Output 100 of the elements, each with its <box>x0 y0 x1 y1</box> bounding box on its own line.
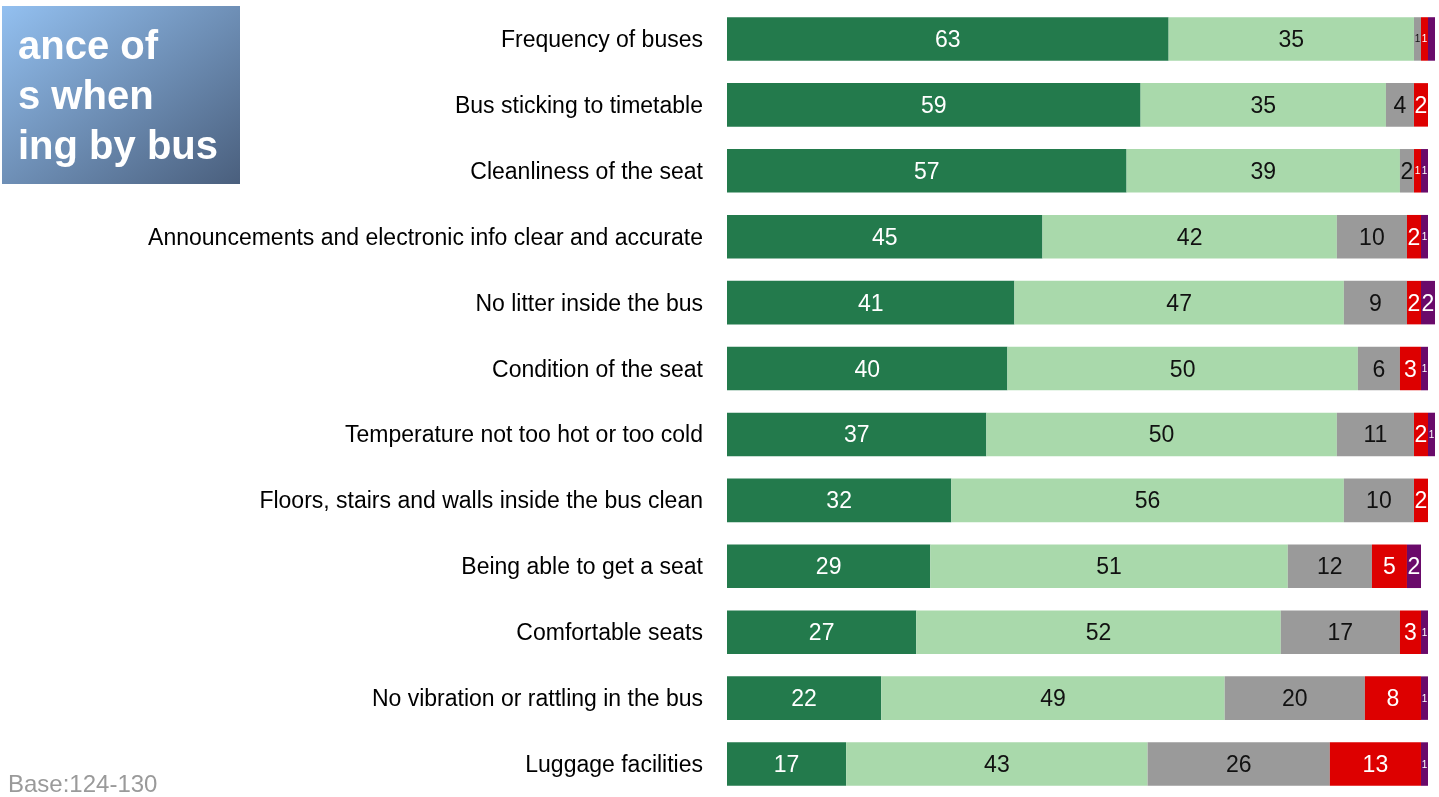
bar <box>930 544 1288 589</box>
y-tick-label: Luggage facilities <box>525 751 703 778</box>
data-label: 2 <box>1407 289 1421 316</box>
y-tick-label: No vibration or rattling in the bus <box>371 685 703 712</box>
data-label: 6 <box>1372 355 1386 382</box>
data-label: 8 <box>1386 685 1400 712</box>
bar <box>727 214 1043 259</box>
bar <box>727 544 931 589</box>
data-label: 1 <box>1421 363 1428 375</box>
y-tick-label: Condition of the seat <box>492 355 704 382</box>
bar <box>916 610 1281 654</box>
data-label: 10 <box>1359 223 1385 250</box>
bar <box>1014 280 1344 325</box>
bar <box>1420 214 1428 259</box>
data-label: 49 <box>1040 685 1066 712</box>
data-label: 50 <box>1169 355 1196 382</box>
data-label: 1 <box>1414 165 1421 177</box>
bar <box>1420 346 1428 391</box>
data-label: 2 <box>1407 553 1421 580</box>
data-label: 2 <box>1407 223 1421 250</box>
data-label: 22 <box>791 685 817 712</box>
y-tick-label: Floors, stairs and walls inside the bus clean <box>259 487 703 514</box>
bar <box>1042 214 1337 259</box>
bar <box>1007 346 1358 391</box>
bar <box>727 280 1015 325</box>
data-label: 47 <box>1166 289 1192 316</box>
data-label: 52 <box>1085 619 1112 646</box>
data-label: 1 <box>1421 626 1428 638</box>
data-label: 13 <box>1362 751 1389 778</box>
data-label: 59 <box>921 91 947 118</box>
data-label: 29 <box>815 553 842 580</box>
bar <box>1287 544 1372 589</box>
data-label: 12 <box>1317 553 1343 580</box>
data-label: 35 <box>1250 91 1277 118</box>
bar <box>1280 610 1400 654</box>
bar <box>881 676 1225 720</box>
data-label: 9 <box>1369 289 1382 316</box>
data-label: 5 <box>1383 553 1396 580</box>
bar <box>727 149 1127 193</box>
bar <box>727 478 952 523</box>
bar <box>1420 17 1428 61</box>
data-label: 42 <box>1176 223 1203 250</box>
bar <box>727 610 917 654</box>
y-tick-label: No litter inside the bus <box>475 289 703 316</box>
data-label: 41 <box>857 289 884 316</box>
text: Base:124-130 <box>8 769 158 797</box>
y-tick-label: Frequency of buses <box>500 25 703 52</box>
bar <box>1140 83 1386 127</box>
data-label: 45 <box>871 223 898 250</box>
y-tick-label: Being able to get a seat <box>461 553 704 580</box>
data-label: 63 <box>935 25 961 52</box>
bar <box>1427 17 1435 61</box>
bar <box>1420 149 1428 193</box>
bar <box>1224 676 1365 720</box>
data-label: 11 <box>1363 421 1388 448</box>
bar <box>1427 412 1435 457</box>
bar <box>986 412 1337 457</box>
bar <box>951 478 1344 523</box>
bar <box>1371 544 1407 589</box>
bar <box>1336 214 1407 259</box>
data-label: 1 <box>1421 758 1428 770</box>
bar <box>727 17 1169 61</box>
data-label: 1 <box>1421 165 1428 177</box>
data-label: 51 <box>1096 553 1122 580</box>
data-label: 1 <box>1421 692 1428 704</box>
bar <box>1420 610 1428 654</box>
data-label: 32 <box>826 487 852 514</box>
data-label: 2 <box>1414 91 1428 118</box>
bar <box>1357 346 1400 391</box>
bar <box>1413 149 1421 193</box>
data-label: 1 <box>1421 231 1428 243</box>
data-label: 4 <box>1393 91 1407 118</box>
data-label: 3 <box>1404 355 1417 382</box>
bar <box>1420 676 1428 720</box>
data-label: 40 <box>854 355 880 382</box>
y-tick-label: Announcements and electronic info clear and accurate <box>148 223 703 250</box>
data-label: 2 <box>1421 289 1435 316</box>
data-label: 50 <box>1148 421 1175 448</box>
y-tick-label: Temperature not too hot or too cold <box>345 421 703 448</box>
bar <box>846 742 1148 786</box>
text: ance of s when ing by bus <box>18 23 218 167</box>
data-label: 57 <box>913 157 940 184</box>
y-tick-label: Bus sticking to timetable <box>454 91 703 118</box>
bar <box>1168 17 1414 61</box>
bar <box>1336 412 1414 457</box>
bar <box>727 412 987 457</box>
data-label: 10 <box>1366 487 1392 514</box>
bar <box>727 346 1008 391</box>
data-label: 26 <box>1225 751 1252 778</box>
data-label: 2 <box>1400 157 1414 184</box>
bar <box>1343 280 1407 325</box>
data-label: 17 <box>773 751 800 778</box>
y-tick-label: Comfortable seats <box>516 619 703 646</box>
data-label: 43 <box>984 751 1010 778</box>
bar <box>727 83 1141 127</box>
data-label: 37 <box>843 421 870 448</box>
data-label: 2 <box>1414 421 1428 448</box>
data-label: 1 <box>1421 33 1428 45</box>
data-label: 35 <box>1278 25 1305 52</box>
data-label: 20 <box>1282 685 1308 712</box>
